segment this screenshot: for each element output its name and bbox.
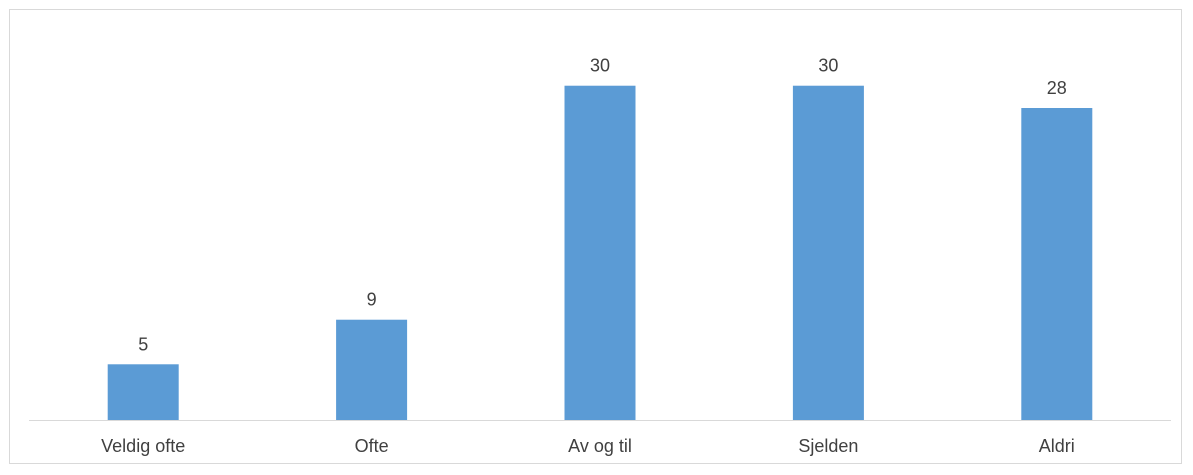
- bar-chart: 5 9 30 30 28 Veldig ofte Ofte Av og til Sjelden…: [29, 56, 1171, 456]
- chart-container: 5 9 30 30 28 Veldig ofte Ofte Av og til Sjelden…: [9, 9, 1182, 464]
- x-tick-label-4: Aldri: [1039, 436, 1075, 456]
- bar-0: [107, 364, 179, 420]
- value-label-1: 9: [367, 290, 377, 310]
- value-label-0: 5: [138, 334, 148, 354]
- x-tick-labels-group: Veldig ofte Ofte Av og til Sjelden Aldri: [101, 436, 1075, 456]
- bar-2: [564, 85, 636, 420]
- value-label-3: 30: [818, 56, 838, 76]
- x-tick-label-1: Ofte: [355, 436, 389, 456]
- bar-3: [792, 85, 864, 420]
- value-label-4: 28: [1047, 78, 1067, 98]
- x-tick-label-0: Veldig ofte: [101, 436, 185, 456]
- x-tick-label-3: Sjelden: [798, 436, 858, 456]
- bars-group: [107, 85, 1093, 420]
- value-label-2: 30: [590, 56, 610, 76]
- bar-4: [1021, 108, 1093, 420]
- value-labels-group: 5 9 30 30 28: [138, 56, 1067, 355]
- x-tick-label-2: Av og til: [568, 436, 632, 456]
- bar-1: [336, 319, 408, 420]
